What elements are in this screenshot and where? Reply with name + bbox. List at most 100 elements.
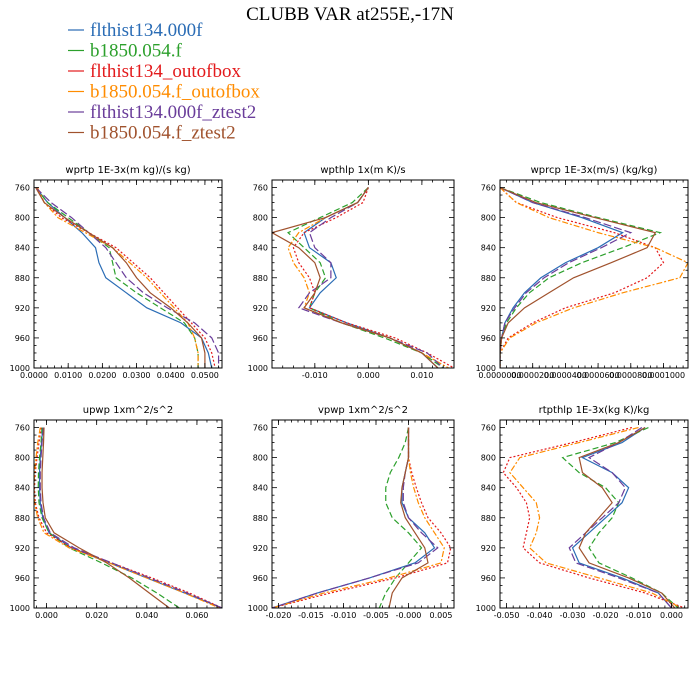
series-line-3 <box>36 187 216 368</box>
series-line-2 <box>35 187 199 368</box>
y-tick-label: 960 <box>481 334 496 343</box>
x-tick-label: 0.005 <box>430 611 453 620</box>
y-tick-label: 760 <box>15 424 30 433</box>
panel-6: rtpthlp 1E-3x(kg K)/kg 760 800 840 880 920 960… <box>476 405 689 620</box>
series-line-6 <box>41 427 170 608</box>
panel-title: wprtp 1E-3x(m kg)/(s kg) <box>65 165 190 176</box>
series-line-1 <box>35 187 213 368</box>
series-line-6 <box>388 427 429 608</box>
series-line-5 <box>272 427 439 608</box>
x-tick-label: 0.0000600 <box>576 371 619 380</box>
legend-label: flthist134_outofbox <box>90 61 241 82</box>
legend-label: flthist134.000f_ztest2 <box>90 102 256 123</box>
x-tick-label: 0.0000000 <box>478 371 521 380</box>
y-tick-label: 880 <box>481 274 496 283</box>
series-line-6 <box>500 186 657 368</box>
x-tick-label: -0.015 <box>298 611 324 620</box>
y-tick-label: 840 <box>15 484 30 493</box>
series-line-3 <box>500 187 665 368</box>
series-line-1 <box>38 427 222 608</box>
plot-frame <box>499 419 689 609</box>
series-line-2 <box>287 187 444 368</box>
x-tick-label: 0.0000800 <box>609 371 652 380</box>
x-tick-label: 0.0400 <box>157 371 185 380</box>
series-line-4 <box>500 187 688 368</box>
y-tick-label: 880 <box>481 514 496 523</box>
x-tick-label: 0.0000400 <box>544 371 587 380</box>
series-group <box>34 427 222 608</box>
x-tick-label: 0.0300 <box>123 371 151 380</box>
series-group <box>272 427 452 608</box>
x-tick-label: 0.0200 <box>88 371 116 380</box>
legend-label: b1850.054.f_outofbox <box>90 82 260 103</box>
series-line-4 <box>36 187 199 368</box>
y-tick-label: 840 <box>253 244 268 253</box>
x-tick-label: 0.000 <box>357 371 380 380</box>
plot-frame <box>271 179 455 369</box>
y-tick-label: 920 <box>481 304 496 313</box>
x-tick-label: 0.060 <box>185 611 208 620</box>
y-tick-label: 760 <box>481 184 496 193</box>
y-tick-label: 1000 <box>248 364 268 373</box>
plot-frame <box>33 179 223 369</box>
series-line-2 <box>37 427 180 608</box>
y-tick-label: 760 <box>15 184 30 193</box>
legend-label: flthist134.000f <box>90 20 203 41</box>
x-tick-label: -0.040 <box>527 611 553 620</box>
y-tick-label: 1000 <box>10 364 30 373</box>
y-tick-label: 880 <box>253 514 268 523</box>
x-tick-label: -0.010 <box>626 611 652 620</box>
legend-label: b1850.054.f <box>90 41 183 62</box>
x-tick-label: 0.0000 <box>20 371 48 380</box>
series-line-2 <box>378 427 423 608</box>
y-tick-label: 920 <box>253 544 268 553</box>
panels: wprtp 1E-3x(m kg)/(s kg) 760 800 840 880 920 9… <box>10 165 689 620</box>
y-tick-label: 920 <box>253 304 268 313</box>
x-tick-label: 0.000 <box>35 611 58 620</box>
legend-label: b1850.054.f_ztest2 <box>90 123 236 144</box>
x-tick-label: -0.000 <box>396 611 422 620</box>
y-tick-label: 880 <box>15 514 30 523</box>
y-tick-label: 920 <box>15 544 30 553</box>
plot-frame <box>499 179 689 369</box>
y-tick-label: 880 <box>253 274 268 283</box>
x-tick-label: -0.020 <box>593 611 619 620</box>
x-tick-label: -0.010 <box>302 371 328 380</box>
series-group <box>272 187 454 368</box>
panel-title: wpthlp 1x(m K)/s <box>320 165 405 176</box>
y-tick-label: 800 <box>253 454 268 463</box>
panel-2: wpthlp 1x(m K)/s 760 800 840 880 920 960 1000 -0… <box>248 165 455 380</box>
x-tick-label: 0.000 <box>660 611 683 620</box>
series-line-2 <box>561 426 679 608</box>
y-tick-label: 960 <box>253 334 268 343</box>
y-tick-label: 1000 <box>476 364 496 373</box>
y-tick-label: 800 <box>15 214 30 223</box>
panel-title: vpwp 1xm^2/s^2 <box>318 405 408 416</box>
series-line-3 <box>34 427 222 608</box>
y-tick-label: 960 <box>481 574 496 583</box>
panel-1: wprtp 1E-3x(m kg)/(s kg) 760 800 840 880 920 9… <box>10 165 223 380</box>
series-group <box>500 186 688 368</box>
series-group <box>502 426 685 608</box>
y-tick-label: 760 <box>253 424 268 433</box>
x-tick-label: -0.005 <box>363 611 389 620</box>
y-tick-label: 960 <box>15 574 30 583</box>
series-line-3 <box>502 426 685 608</box>
series-line-5 <box>35 187 220 368</box>
y-tick-label: 1000 <box>10 604 30 613</box>
series-line-4 <box>509 426 682 608</box>
y-tick-label: 760 <box>253 184 268 193</box>
plot-frame <box>33 419 223 609</box>
panel-5: vpwp 1xm^2/s^27608008408809209601000-0.0… <box>248 405 455 620</box>
y-tick-label: 800 <box>481 214 496 223</box>
x-tick-label: 0.040 <box>135 611 158 620</box>
y-tick-label: 800 <box>253 214 268 223</box>
x-tick-label: 0.0001000 <box>642 371 685 380</box>
series-line-1 <box>500 186 624 368</box>
x-tick-label: -0.010 <box>331 611 357 620</box>
series-line-2 <box>500 186 663 368</box>
y-tick-label: 840 <box>15 244 30 253</box>
y-tick-label: 1000 <box>248 604 268 613</box>
y-tick-label: 760 <box>481 424 496 433</box>
